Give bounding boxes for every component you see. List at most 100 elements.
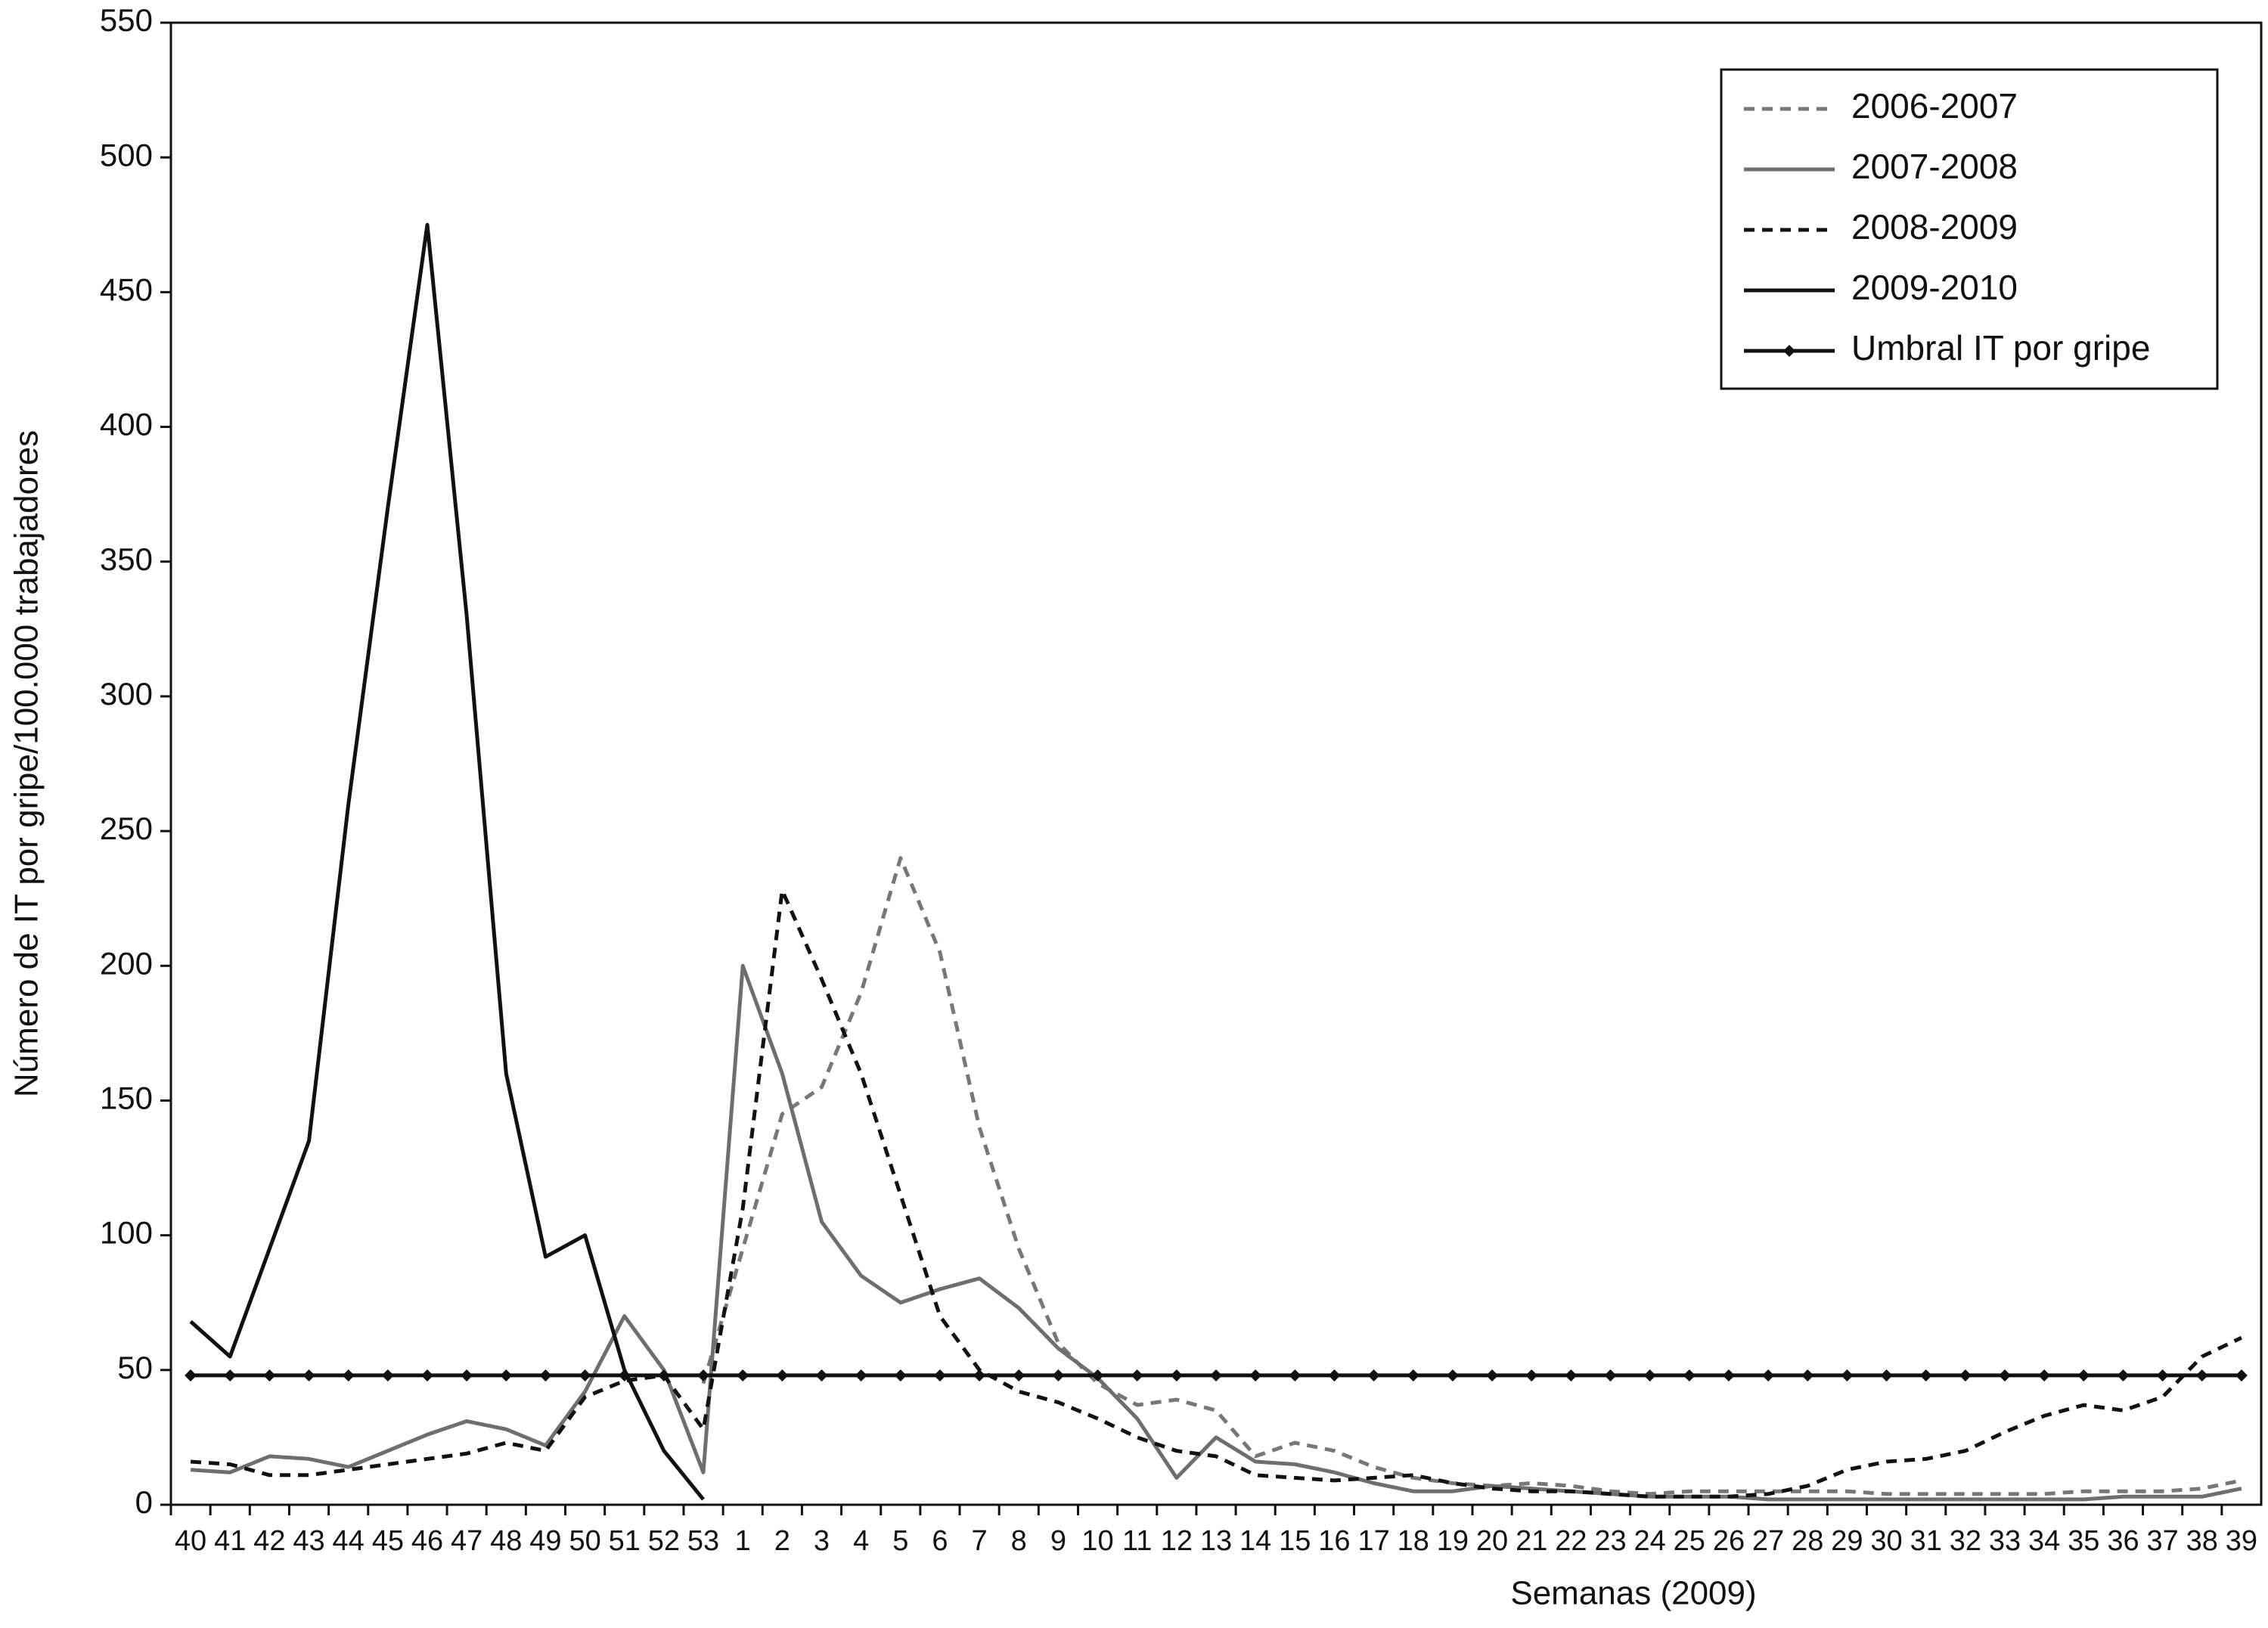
series-marker	[1604, 1369, 1617, 1381]
x-tick-label: 18	[1398, 1525, 1429, 1557]
legend-label: 2009-2010	[1851, 268, 2018, 307]
series-marker	[1722, 1369, 1735, 1381]
x-tick-label: 11	[1122, 1525, 1152, 1557]
x-tick-label: 53	[687, 1525, 719, 1557]
x-tick-label: 24	[1634, 1525, 1666, 1557]
series-marker	[461, 1369, 473, 1381]
series-marker	[2038, 1369, 2051, 1381]
x-tick-label: 41	[214, 1525, 246, 1557]
series-marker	[1919, 1369, 1932, 1381]
series-marker	[894, 1369, 907, 1381]
series-marker	[1289, 1369, 1302, 1381]
series-marker	[737, 1369, 749, 1381]
series-marker	[2156, 1369, 2169, 1381]
x-tick-label: 8	[1011, 1525, 1027, 1557]
series-marker	[2077, 1369, 2090, 1381]
x-tick-label: 30	[1870, 1525, 1902, 1557]
y-tick-label: 100	[100, 1215, 153, 1251]
series-marker	[185, 1369, 197, 1381]
series-marker	[1683, 1369, 1696, 1381]
x-tick-label: 49	[529, 1525, 561, 1557]
y-tick-label: 500	[100, 137, 153, 172]
series-marker	[224, 1369, 237, 1381]
series-marker	[2117, 1369, 2130, 1381]
series-marker	[1131, 1369, 1143, 1381]
series-marker	[1328, 1369, 1341, 1381]
series-marker	[855, 1369, 867, 1381]
x-tick-label: 5	[892, 1525, 908, 1557]
series-marker	[776, 1369, 789, 1381]
x-tick-label: 27	[1752, 1525, 1784, 1557]
series-marker	[1170, 1369, 1183, 1381]
x-tick-label: 38	[2186, 1525, 2218, 1557]
x-tick-label: 33	[1989, 1525, 2021, 1557]
x-tick-label: 20	[1476, 1525, 1508, 1557]
x-tick-label: 12	[1161, 1525, 1193, 1557]
series-marker	[263, 1369, 276, 1381]
x-tick-label: 43	[293, 1525, 324, 1557]
x-tick-label: 50	[569, 1525, 600, 1557]
x-tick-label: 48	[490, 1525, 522, 1557]
x-axis-title: Semanas (2009)	[1510, 1575, 1756, 1612]
series-marker	[579, 1369, 591, 1381]
series-marker	[697, 1369, 710, 1381]
x-tick-label: 45	[372, 1525, 404, 1557]
x-tick-label: 15	[1279, 1525, 1311, 1557]
x-tick-label: 29	[1831, 1525, 1863, 1557]
series-line	[701, 856, 2242, 1496]
y-tick-label: 50	[117, 1350, 153, 1385]
legend-marker	[1783, 345, 1795, 357]
y-tick-label: 400	[100, 407, 153, 442]
x-tick-label: 35	[2068, 1525, 2099, 1557]
series-marker	[1565, 1369, 1578, 1381]
x-tick-label: 4	[853, 1525, 869, 1557]
x-tick-label: 31	[1910, 1525, 1942, 1557]
x-tick-label: 37	[2146, 1525, 2178, 1557]
series-marker	[1841, 1369, 1854, 1381]
x-tick-label: 17	[1357, 1525, 1389, 1557]
y-tick-label: 300	[100, 676, 153, 712]
series-marker	[1210, 1369, 1222, 1381]
x-tick-label: 1	[735, 1525, 751, 1557]
series-marker	[2235, 1369, 2248, 1381]
x-tick-label: 46	[411, 1525, 443, 1557]
series-marker	[1446, 1369, 1459, 1381]
x-tick-label: 9	[1050, 1525, 1066, 1557]
y-tick-label: 200	[100, 945, 153, 981]
series-marker	[933, 1369, 946, 1381]
series-marker	[1525, 1369, 1538, 1381]
series-marker	[1407, 1369, 1419, 1381]
series-marker	[1999, 1369, 2012, 1381]
series-marker	[342, 1369, 355, 1381]
x-tick-label: 32	[1950, 1525, 1981, 1557]
series-line	[190, 963, 2242, 1502]
y-tick-label: 550	[100, 2, 153, 38]
x-tick-label: 47	[451, 1525, 482, 1557]
series-marker	[1052, 1369, 1065, 1381]
x-tick-label: 22	[1555, 1525, 1587, 1557]
series-marker	[1367, 1369, 1380, 1381]
x-tick-label: 10	[1081, 1525, 1113, 1557]
series-marker	[539, 1369, 552, 1381]
x-tick-label: 6	[932, 1525, 948, 1557]
x-tick-label: 51	[609, 1525, 641, 1557]
x-tick-label: 19	[1437, 1525, 1469, 1557]
x-tick-label: 42	[253, 1525, 285, 1557]
series-marker	[1249, 1369, 1262, 1381]
series-marker	[973, 1369, 986, 1381]
series-marker	[1643, 1369, 1656, 1381]
y-tick-label: 150	[100, 1081, 153, 1116]
x-tick-label: 44	[333, 1525, 365, 1557]
x-tick-label: 3	[814, 1525, 830, 1557]
series-marker	[1959, 1369, 1972, 1381]
x-tick-label: 34	[2028, 1525, 2060, 1557]
series-marker	[1801, 1369, 1814, 1381]
y-tick-label: 450	[100, 271, 153, 307]
legend-label: 2008-2009	[1851, 207, 2018, 247]
x-tick-label: 26	[1713, 1525, 1745, 1557]
x-tick-label: 14	[1239, 1525, 1271, 1557]
legend-label: 2007-2008	[1851, 147, 2018, 186]
legend-label: Umbral IT por gripe	[1851, 328, 2150, 367]
x-tick-label: 2	[774, 1525, 790, 1557]
